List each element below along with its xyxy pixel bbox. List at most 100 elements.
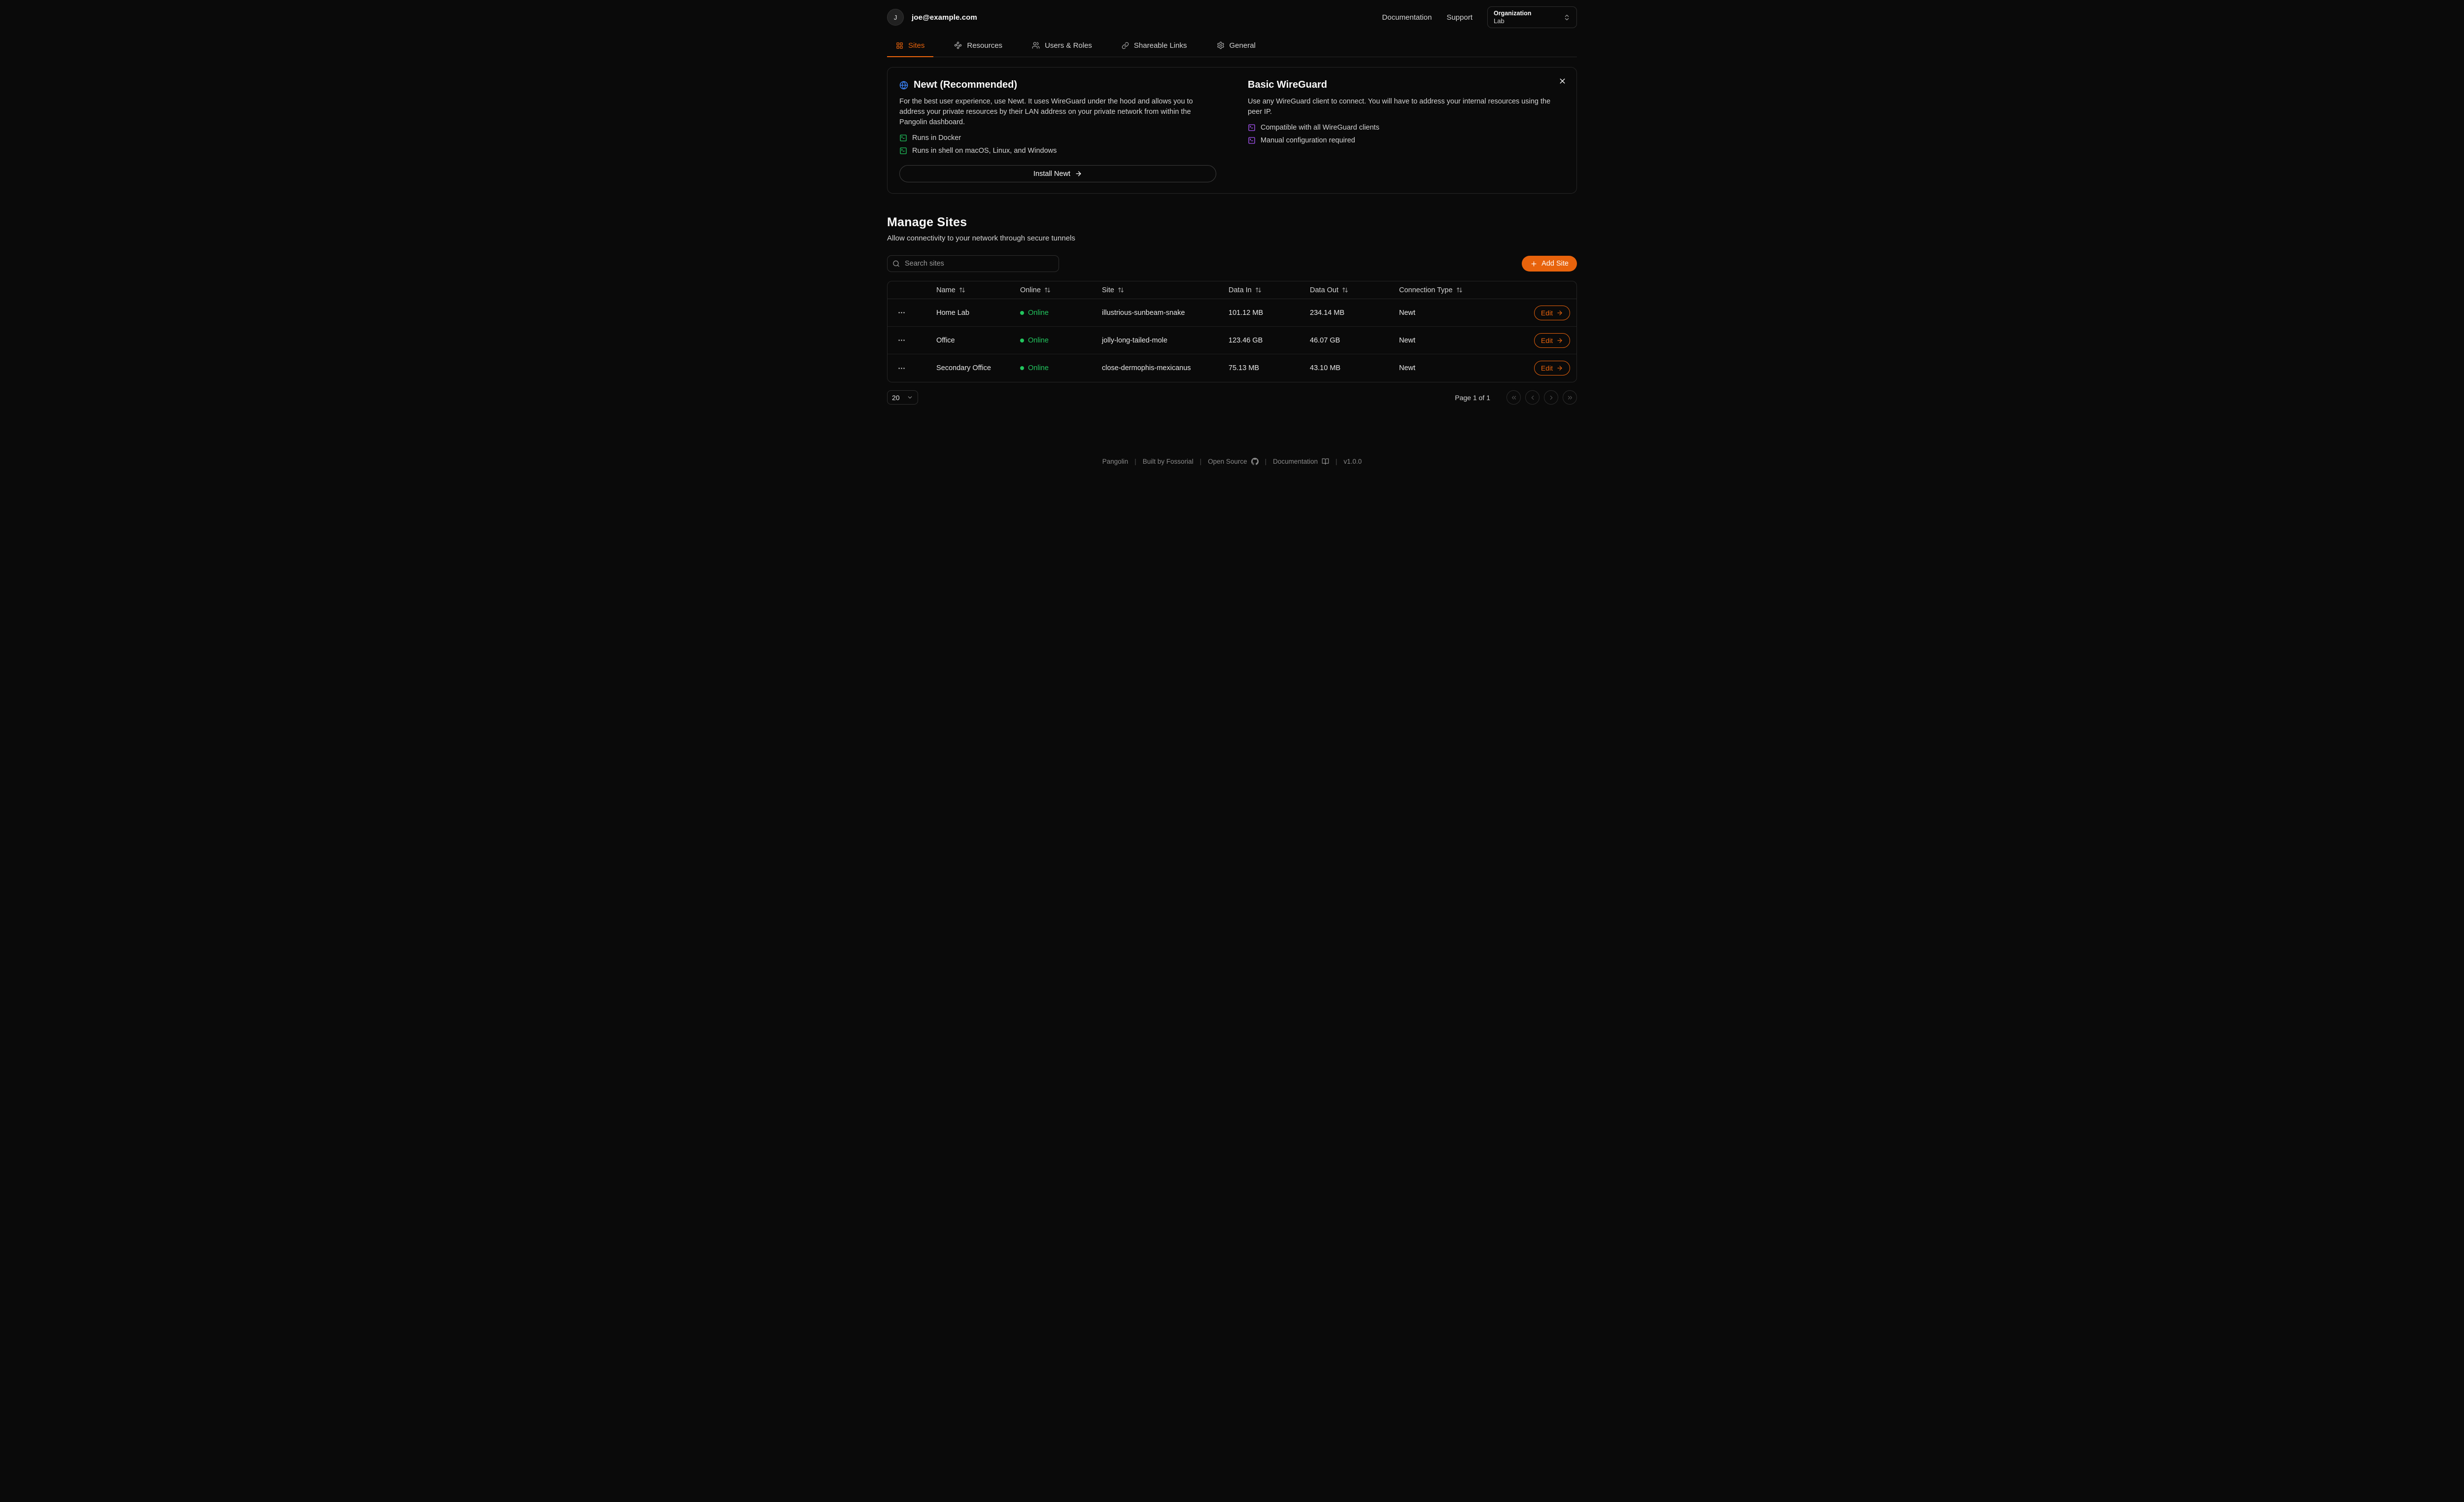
col-data-out: Data Out [1310, 286, 1339, 294]
tab-general[interactable]: General [1208, 34, 1265, 57]
footer-version: v1.0.0 [1343, 458, 1362, 466]
footer-separator: | [1199, 458, 1202, 466]
add-site-button[interactable]: Add Site [1522, 256, 1577, 272]
footer-separator: | [1265, 458, 1267, 466]
data-in: 123.46 GB [1229, 336, 1263, 344]
data-out: 46.07 GB [1310, 336, 1340, 344]
search-icon [892, 260, 900, 268]
close-icon [1558, 77, 1567, 85]
table-body: Home Lab Online illustrious-sunbeam-snak… [888, 299, 1576, 382]
row-actions-button[interactable] [896, 307, 907, 318]
tab-label: Sites [908, 41, 925, 50]
connection-type: Newt [1399, 364, 1416, 373]
documentation-link[interactable]: Documentation [1382, 13, 1432, 22]
site-slug: jolly-long-tailed-mole [1102, 336, 1167, 344]
prev-page-button[interactable] [1525, 390, 1540, 405]
footer-docs-link[interactable]: Documentation [1273, 458, 1329, 465]
last-page-button[interactable] [1563, 390, 1577, 405]
status-badge: Online [1020, 364, 1102, 372]
site-name: Secondary Office [936, 364, 991, 373]
terminal-icon [1248, 137, 1256, 144]
tab-label: Resources [967, 41, 1003, 50]
row-actions-button[interactable] [896, 335, 907, 346]
row-actions-button[interactable] [896, 363, 907, 374]
site-name: Office [936, 336, 955, 344]
globe-icon [899, 81, 908, 90]
edit-site-button[interactable]: Edit [1534, 361, 1570, 376]
data-out: 43.10 MB [1310, 364, 1341, 373]
tab-shareable-links[interactable]: Shareable Links [1113, 34, 1196, 57]
sort-data-in-button[interactable] [1255, 287, 1262, 293]
first-page-button[interactable] [1506, 390, 1521, 405]
pangolin-dashboard: J joe@example.com Documentation Support … [846, 0, 1618, 465]
arrow-right-icon [1556, 337, 1563, 344]
terminal-icon [899, 134, 907, 142]
chevrons-right-icon [1567, 394, 1574, 401]
status-badge: Online [1020, 309, 1102, 317]
tab-sites[interactable]: Sites [887, 34, 934, 57]
footer-separator: | [1335, 458, 1337, 466]
top-bar-right: Documentation Support Organization Lab [1382, 6, 1577, 28]
footer-brand: Pangolin [1102, 458, 1129, 466]
next-page-button[interactable] [1544, 390, 1558, 405]
col-site: Site [1102, 286, 1114, 294]
arrow-right-icon [1556, 309, 1563, 316]
connection-type: Newt [1399, 308, 1416, 317]
site-name: Home Lab [936, 308, 969, 317]
newt-description: For the best user experience, use Newt. … [899, 98, 1193, 127]
data-in: 101.12 MB [1229, 308, 1264, 317]
sort-online-button[interactable] [1044, 287, 1051, 293]
sites-toolbar: Add Site [887, 255, 1577, 273]
footer-open-source-link[interactable]: Open Source [1208, 458, 1259, 465]
terminal-icon [1248, 124, 1256, 132]
page-title: Manage Sites [887, 215, 967, 230]
chevron-left-icon [1529, 394, 1536, 401]
org-selector[interactable]: Organization Lab [1487, 6, 1577, 28]
footer-separator: | [1134, 458, 1136, 466]
wireguard-title: Basic WireGuard [1248, 79, 1327, 90]
data-in: 75.13 MB [1229, 364, 1260, 373]
manage-sites-section: Manage Sites Allow connectivity to your … [887, 215, 1577, 242]
support-link[interactable]: Support [1446, 13, 1472, 22]
newt-title: Newt (Recommended) [914, 79, 1018, 90]
sort-site-button[interactable] [1118, 287, 1124, 293]
user-menu[interactable]: J joe@example.com [887, 9, 977, 26]
edit-site-button[interactable]: Edit [1534, 305, 1570, 320]
col-data-in: Data In [1229, 286, 1252, 294]
book-icon [1322, 458, 1329, 465]
sort-connection-type-button[interactable] [1456, 287, 1463, 293]
connection-methods-card: Newt (Recommended) For the best user exp… [887, 67, 1577, 194]
col-connection-type: Connection Type [1399, 286, 1453, 294]
tab-users-roles[interactable]: Users & Roles [1023, 34, 1101, 57]
sites-table: Name Online Site Data In Data Out Connec… [887, 281, 1577, 383]
search-input[interactable] [887, 255, 1059, 273]
plus-icon [1530, 260, 1538, 268]
gear-icon [1217, 41, 1225, 49]
pagination-bar: 20 Page 1 of 1 [887, 390, 1577, 405]
avatar[interactable]: J [887, 9, 904, 26]
avatar-initial: J [893, 13, 897, 21]
edit-site-button[interactable]: Edit [1534, 333, 1570, 348]
tab-resources[interactable]: Resources [945, 34, 1011, 57]
install-newt-button[interactable]: Install Newt [899, 165, 1216, 183]
chevron-right-icon [1548, 394, 1555, 401]
newt-feature: Runs in Docker [899, 134, 1216, 142]
footer-fossorial-link[interactable]: Built by Fossorial [1142, 458, 1194, 466]
col-online: Online [1020, 286, 1041, 294]
page-size-select[interactable]: 20 [887, 390, 918, 405]
tab-label: General [1229, 41, 1256, 50]
sort-name-button[interactable] [959, 287, 965, 293]
table-row: Office Online jolly-long-tailed-mole 123… [888, 327, 1576, 355]
tab-label: Users & Roles [1045, 41, 1092, 50]
chevron-down-icon [907, 394, 913, 401]
org-selector-label: Organization [1494, 9, 1532, 17]
table-row: Home Lab Online illustrious-sunbeam-snak… [888, 299, 1576, 327]
waypoints-icon [954, 41, 962, 49]
nav-tabs: Sites Resources Users & Roles Shareable … [887, 34, 1577, 57]
link-icon [1122, 42, 1129, 49]
close-card-button[interactable] [1555, 73, 1570, 88]
user-email: joe@example.com [912, 13, 977, 22]
sort-data-out-button[interactable] [1342, 287, 1348, 293]
connection-type: Newt [1399, 336, 1416, 344]
arrow-right-icon [1556, 365, 1563, 372]
